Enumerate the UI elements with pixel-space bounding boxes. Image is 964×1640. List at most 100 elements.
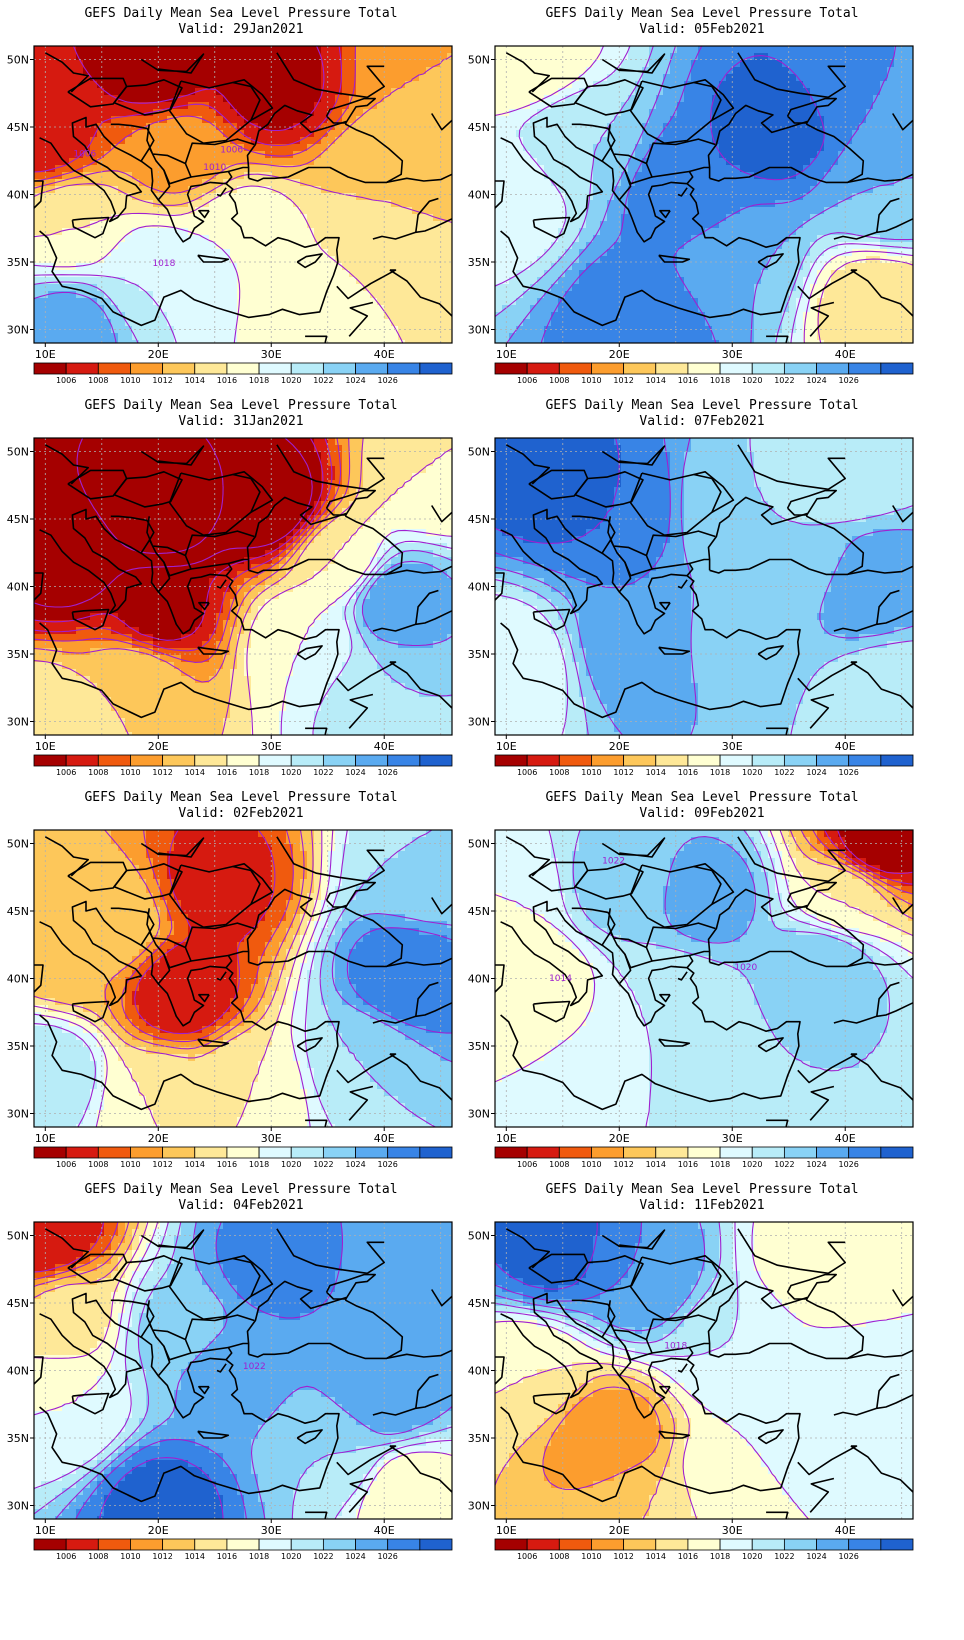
- map-panel: GEFS Daily Mean Sea Level Pressure Total…: [461, 0, 943, 410]
- lat-tick-label: 35N: [7, 648, 29, 661]
- colorbar-swatch: [387, 362, 421, 375]
- colorbar-label: 1016: [217, 1160, 237, 1169]
- lat-tick-label: 40N: [468, 1365, 490, 1378]
- lat-tick-label: 40N: [468, 581, 490, 594]
- lat-tick-label: 30N: [468, 324, 490, 337]
- colorbar-label: 1008: [549, 376, 569, 385]
- lon-tick-label: 20E: [148, 1524, 169, 1537]
- colorbar-swatch: [290, 754, 324, 767]
- colorbar-swatch: [783, 1538, 817, 1551]
- colorbar-label: 1022: [774, 376, 794, 385]
- colorbar-label: 1010: [120, 376, 140, 385]
- pressure-map: 1006 1006 1010 1018 50N 45N 40N 35N 30N 10E 20E 30E…: [7, 45, 453, 385]
- colorbar-label: 1024: [806, 768, 826, 777]
- panel-valid-date: Valid: 09Feb2021: [461, 806, 943, 822]
- colorbar-label: 1022: [313, 376, 333, 385]
- lat-tick-label: 40N: [468, 973, 490, 986]
- colorbar-swatch: [848, 754, 882, 767]
- lat-tick-label: 45N: [7, 513, 29, 526]
- colorbar-swatch: [558, 1146, 592, 1159]
- map-panel: GEFS Daily Mean Sea Level Pressure Total…: [0, 1176, 482, 1586]
- lat-tick-label: 35N: [468, 1040, 490, 1053]
- contour-label: 1022: [602, 857, 625, 867]
- colorbar-label: 1010: [581, 1160, 601, 1169]
- colorbar-swatch: [226, 754, 260, 767]
- colorbar-label: 1012: [152, 768, 172, 777]
- panel-title: GEFS Daily Mean Sea Level Pressure Total: [461, 398, 943, 414]
- colorbar-swatch: [419, 754, 453, 767]
- panel-valid-date: Valid: 07Feb2021: [461, 414, 943, 430]
- colorbar-swatch: [558, 1538, 592, 1551]
- colorbar-swatch: [419, 1538, 453, 1551]
- colorbar-label: 1010: [581, 1552, 601, 1561]
- colorbar-swatch: [687, 754, 721, 767]
- colorbar-swatch: [387, 1538, 421, 1551]
- lon-tick-label: 10E: [35, 348, 56, 361]
- lat-tick-label: 35N: [7, 1040, 29, 1053]
- lon-tick-label: 20E: [609, 348, 630, 361]
- contour-label: 1006: [220, 145, 243, 155]
- colorbar-label: 1024: [806, 1160, 826, 1169]
- lon-tick-label: 10E: [35, 1132, 56, 1145]
- lon-tick-label: 10E: [496, 1524, 517, 1537]
- colorbar-label: 1026: [378, 1160, 398, 1169]
- colorbar-swatch: [258, 1146, 292, 1159]
- pressure-field: [495, 1222, 913, 1519]
- colorbar-swatch: [880, 362, 914, 375]
- colorbar-label: 1022: [313, 1552, 333, 1561]
- lat-tick-label: 50N: [468, 54, 490, 67]
- colorbar-swatch: [623, 362, 657, 375]
- colorbar-label: 1008: [549, 768, 569, 777]
- contour-label: 1018: [152, 259, 175, 269]
- lon-tick-label: 40E: [835, 1132, 856, 1145]
- colorbar-swatch: [880, 754, 914, 767]
- colorbar-label: 1014: [185, 376, 205, 385]
- colorbar-swatch: [97, 754, 131, 767]
- lon-tick-label: 30E: [261, 1524, 282, 1537]
- lon-tick-label: 30E: [722, 740, 743, 753]
- coastlines: [34, 836, 452, 1127]
- colorbar-label: 1022: [313, 1160, 333, 1169]
- colorbar-swatch: [33, 362, 67, 375]
- contour-label: 1006: [73, 150, 96, 160]
- lon-tick-label: 20E: [148, 1132, 169, 1145]
- lon-tick-label: 10E: [35, 740, 56, 753]
- colorbar-label: 1012: [613, 1160, 633, 1169]
- pressure-field: [495, 46, 913, 343]
- colorbar: 1006 1008 1010 1012 1014 1016 1018 1020 1022 1024…: [494, 1146, 914, 1169]
- lon-tick-label: 10E: [496, 348, 517, 361]
- isobars: [495, 1222, 913, 1519]
- map-panel: GEFS Daily Mean Sea Level Pressure Total…: [461, 392, 943, 802]
- lat-tick-label: 45N: [468, 513, 490, 526]
- lat-tick-label: 30N: [7, 1108, 29, 1121]
- lon-tick-label: 10E: [496, 1132, 517, 1145]
- colorbar-label: 1026: [839, 376, 859, 385]
- coastlines: [495, 52, 913, 343]
- colorbar-label: 1010: [120, 1552, 140, 1561]
- colorbar-label: 1016: [217, 1552, 237, 1561]
- colorbar-swatch: [355, 754, 389, 767]
- colorbar-swatch: [322, 362, 356, 375]
- contour-label: 1014: [549, 974, 572, 984]
- lat-tick-label: 50N: [7, 838, 29, 851]
- lat-tick-label: 50N: [7, 1230, 29, 1243]
- colorbar-label: 1012: [152, 376, 172, 385]
- colorbar-swatch: [419, 362, 453, 375]
- lat-tick-label: 40N: [7, 581, 29, 594]
- colorbar-swatch: [816, 362, 850, 375]
- panel-valid-date: Valid: 31Jan2021: [0, 414, 482, 430]
- lat-tick-label: 45N: [468, 121, 490, 134]
- contour-label: 1020: [734, 963, 757, 973]
- lat-tick-label: 40N: [7, 189, 29, 202]
- lat-tick-label: 30N: [468, 1108, 490, 1121]
- lon-tick-label: 20E: [609, 1132, 630, 1145]
- colorbar-label: 1006: [56, 1552, 76, 1561]
- lat-tick-label: 50N: [7, 446, 29, 459]
- colorbar-label: 1026: [839, 1552, 859, 1561]
- colorbar-swatch: [194, 1146, 228, 1159]
- panel-title: GEFS Daily Mean Sea Level Pressure Total: [461, 6, 943, 22]
